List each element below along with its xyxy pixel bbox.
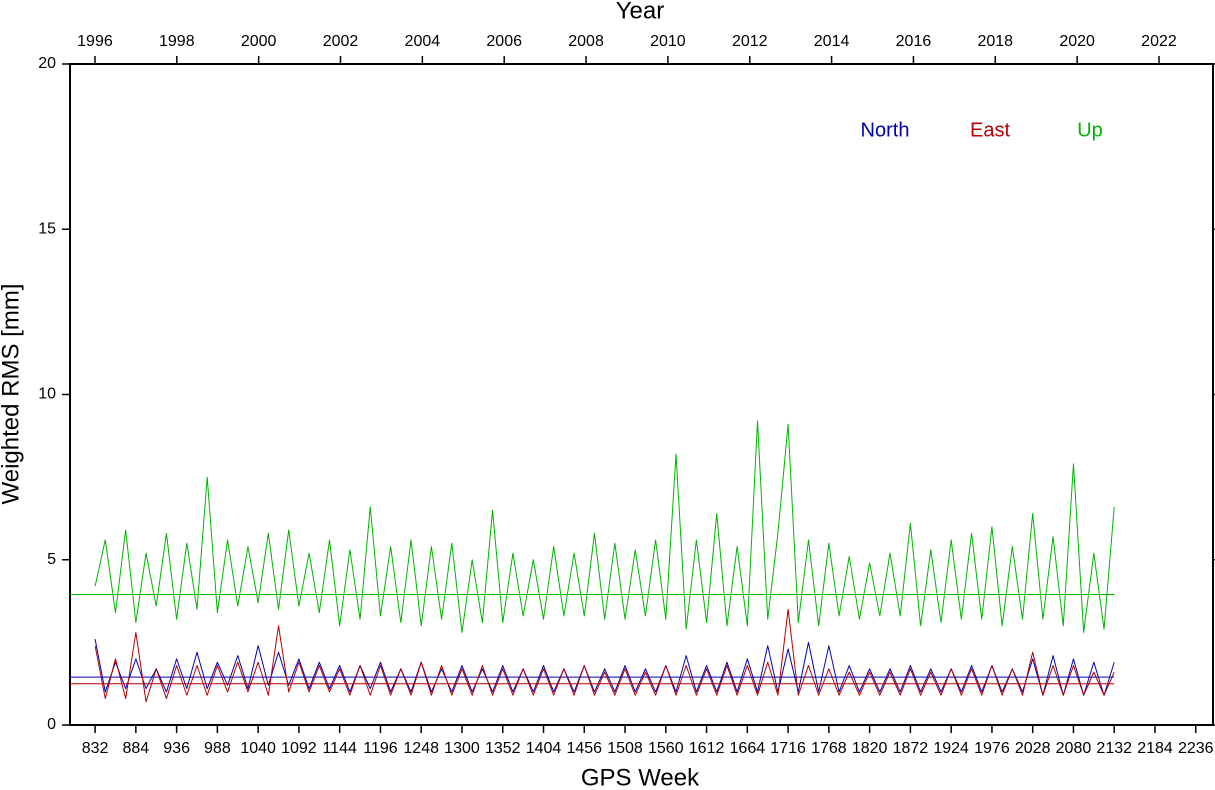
x-tick-label: 832 [82,740,109,757]
x-tick-label: 1976 [974,740,1010,757]
x-tick-label: 2028 [1015,740,1051,757]
x2-tick-label: 2004 [405,33,441,50]
x-tick-label: 1820 [852,740,888,757]
series-line [94,638,1115,696]
x2-tick-label: 2018 [977,33,1013,50]
x-axis-title: GPS Week [581,764,700,790]
x-tick-label: 1924 [933,740,969,757]
x2-tick-label: 2010 [650,33,686,50]
x2-tick-label: 2006 [486,33,522,50]
legend-entry: North [861,119,910,141]
x2-tick-label: 2016 [896,33,932,50]
y-tick-label: 0 [47,716,56,733]
x-tick-label: 1872 [893,740,929,757]
x-tick-label: 1560 [648,740,684,757]
x-tick-label: 1768 [811,740,847,757]
x-tick-label: 1040 [240,740,276,757]
x-tick-label: 936 [163,740,190,757]
x-tick-label: 1196 [363,740,398,757]
x-tick-label: 1664 [730,740,766,757]
legend-entry: East [970,119,1010,141]
x-tick-label: 1404 [526,740,562,757]
y-axis-title: Weighted RMS [mm] [0,284,24,505]
x-tick-label: 1716 [770,740,806,757]
x2-tick-label: 1996 [77,33,113,50]
x-tick-label: 2236 [1178,740,1214,757]
x-tick-label: 1456 [566,740,602,757]
x-tick-label: 1248 [403,740,439,757]
x-tick-label: 1508 [607,740,643,757]
y-tick-label: 10 [38,386,56,403]
x-tick-label: 884 [123,740,150,757]
top-axis-title: Year [616,0,665,24]
x2-tick-label: 2014 [814,33,850,50]
series-line [94,420,1115,633]
x2-tick-label: 2008 [568,33,604,50]
x2-tick-label: 1998 [159,33,195,50]
legend-entry: Up [1077,119,1103,141]
x-tick-label: 1144 [322,740,357,757]
x-tick-label: 1300 [444,740,480,757]
x-tick-label: 2132 [1096,740,1132,757]
x-tick-label: 1092 [281,740,317,757]
x2-tick-label: 2012 [732,33,768,50]
x2-tick-label: 2000 [241,33,277,50]
x-tick-label: 988 [204,740,231,757]
plot-frame [69,63,1214,726]
y-tick-label: 15 [38,220,56,237]
x-tick-label: 2184 [1137,740,1173,757]
x-tick-label: 1352 [485,740,521,757]
x-tick-label: 2080 [1056,740,1092,757]
series-line [94,608,1115,703]
x-tick-label: 1612 [689,740,725,757]
x2-tick-label: 2002 [323,33,359,50]
y-tick-label: 20 [38,55,56,72]
y-tick-label: 5 [47,551,56,568]
x2-tick-label: 2022 [1141,33,1177,50]
x2-tick-label: 2020 [1059,33,1095,50]
